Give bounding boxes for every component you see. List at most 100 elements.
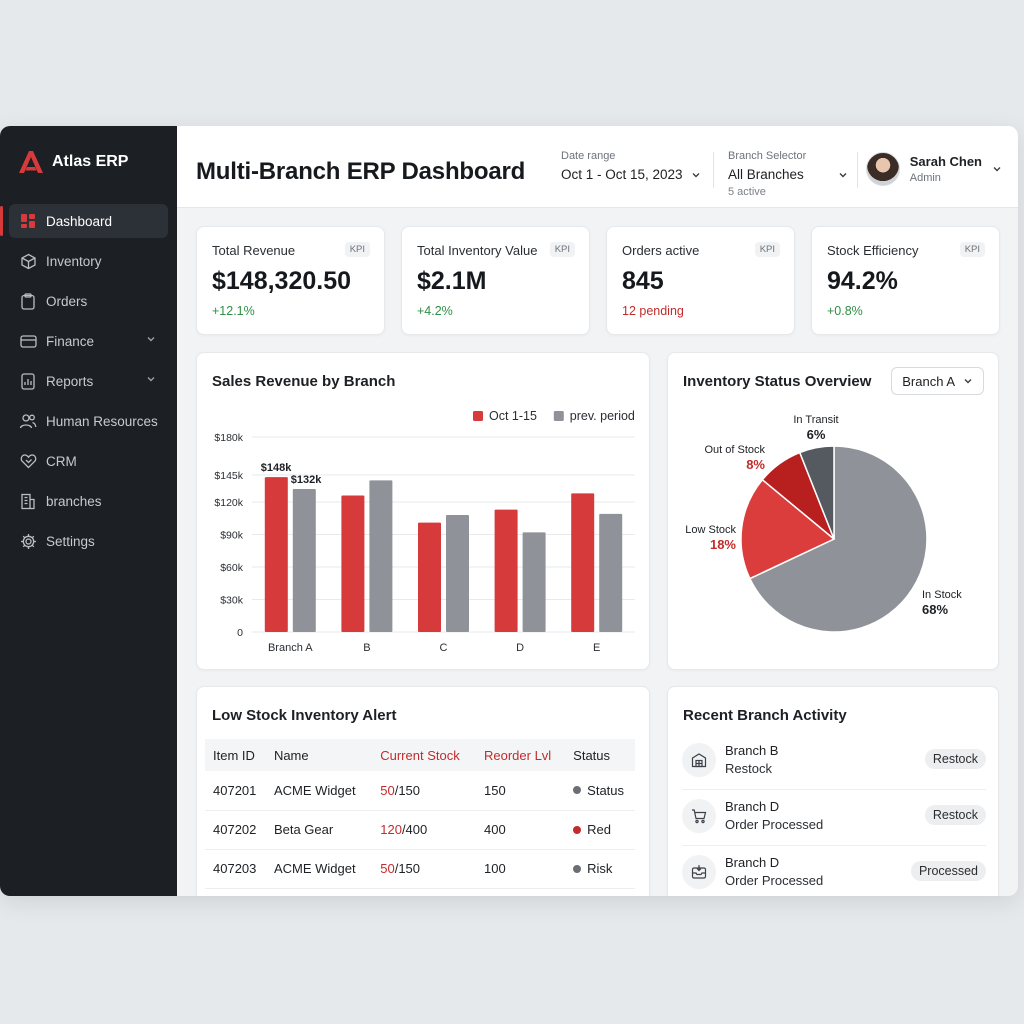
sidebar-item-reports[interactable]: Reports <box>9 364 168 398</box>
column-header-current-stock[interactable]: Current Stock <box>372 739 476 771</box>
card-title: Sales Revenue by Branch <box>212 373 396 390</box>
cell-status: Risk <box>565 849 635 889</box>
brand-name: Atlas ERP <box>52 153 129 170</box>
bar-current[interactable] <box>341 495 365 633</box>
pie-slice-in-stock[interactable] <box>748 445 928 633</box>
kpi-delta: +4.2% <box>417 304 453 318</box>
inventory-status-card: Inventory Status Overview Branch A In St… <box>667 352 999 670</box>
inbox-icon <box>682 855 716 889</box>
card-icon <box>19 332 37 350</box>
activity-action: Restock <box>725 761 772 776</box>
atlas-logo-icon <box>19 151 43 173</box>
kpi-card-total-revenue: Total Revenue KPI $148,320.50 +12.1% <box>196 226 385 335</box>
table-row[interactable]: 407202 Beta Gear 120/400 400 Red <box>205 810 635 850</box>
bar-previous[interactable] <box>446 515 469 632</box>
bar-previous[interactable] <box>522 532 546 632</box>
report-icon <box>19 372 37 390</box>
bar-current[interactable] <box>264 477 288 632</box>
cell-name: ACME Widget <box>265 849 373 889</box>
chart-legend: Oct 1-15 prev. period <box>473 409 635 423</box>
user-name: Sarah Chen <box>909 154 982 169</box>
activity-branch: Branch D <box>725 855 780 870</box>
sidebar-item-branches[interactable]: branches <box>9 484 168 518</box>
bar-current[interactable] <box>494 509 518 632</box>
date-range-value: Oct 1 - Oct 15, 2023 <box>561 167 683 182</box>
chevron-down-icon <box>964 379 972 384</box>
sidebar-item-dashboard[interactable]: Dashboard <box>0 204 168 238</box>
kpi-tag: KPI <box>754 242 780 257</box>
bar-previous[interactable] <box>292 489 316 632</box>
table-header-row: Item ID Name Current Stock Reorder Lvl S… <box>205 739 635 771</box>
sidebar-item-label: Dashboard <box>46 213 113 229</box>
x-tick-label: Branch A <box>268 642 313 654</box>
table-row[interactable]: 407201 ACME Widget 50/150 150 Status <box>205 771 635 811</box>
sales-revenue-card: Sales Revenue by Branch Oct 1-15 prev. pe… <box>196 352 650 670</box>
cell-reorder-level: 100 <box>475 849 566 889</box>
status-text: Status <box>587 782 625 798</box>
status-dot <box>573 864 582 873</box>
column-header-item-id[interactable]: Item ID <box>205 739 266 771</box>
y-tick-label: $60k <box>220 562 244 574</box>
kpi-tag: KPI <box>344 242 370 257</box>
table-row[interactable]: 407203 ACME Widget 50/150 100 Risk <box>205 849 635 889</box>
chevron-down-icon[interactable] <box>838 170 848 180</box>
people-icon <box>19 412 37 430</box>
x-tick-label: B <box>363 642 370 654</box>
kpi-card-stock-efficiency: Stock Efficiency KPI 94.2% +0.8% <box>811 226 1000 335</box>
sidebar-item-finance[interactable]: Finance <box>9 324 168 358</box>
branch-dropdown[interactable]: Branch A <box>891 367 984 395</box>
sidebar-item-label: Finance <box>46 333 95 349</box>
pie-slice-low-stock[interactable] <box>740 478 836 580</box>
user-menu[interactable]: Sarah Chen Admin <box>865 152 1002 186</box>
sidebar-item-crm[interactable]: CRM <box>9 444 168 478</box>
bar-previous[interactable] <box>369 480 393 632</box>
y-tick-label: $120k <box>214 497 243 509</box>
warehouse-icon <box>682 743 716 777</box>
activity-item[interactable]: Branch B Restock Restock <box>682 735 986 790</box>
sidebar-item-label: Orders <box>46 293 88 309</box>
card-title: Recent Branch Activity <box>683 707 847 724</box>
kpi-value: 845 <box>622 267 664 295</box>
branch-selector[interactable]: Branch Selector All Branches 5 active <box>728 150 848 198</box>
column-header-name[interactable]: Name <box>265 739 373 771</box>
bar-previous[interactable] <box>599 513 623 632</box>
page-title: Multi-Branch ERP Dashboard <box>196 158 526 185</box>
date-range-picker[interactable]: Date range Oct 1 - Oct 15, 2023 <box>561 150 701 182</box>
header-divider <box>713 152 714 188</box>
sidebar-item-inventory[interactable]: Inventory <box>9 244 168 278</box>
brand[interactable]: Atlas ERP <box>18 150 128 174</box>
chevron-down-icon[interactable] <box>691 170 701 180</box>
kpi-delta: 12 pending <box>622 304 684 318</box>
low-stock-table: Item ID Name Current Stock Reorder Lvl S… <box>205 739 635 889</box>
legend-label: prev. period <box>570 409 635 423</box>
sidebar-item-label: Settings <box>46 533 95 549</box>
kpi-tag: KPI <box>549 242 575 257</box>
status-dot <box>573 825 582 834</box>
stock-capacity: /150 <box>394 861 421 876</box>
pie-label: In Stock <box>922 589 962 601</box>
chevron-down-icon[interactable] <box>992 164 1002 174</box>
column-header-reorder-level[interactable]: Reorder Lvl <box>475 739 566 771</box>
chevron-down-icon[interactable] <box>146 374 156 384</box>
kpi-label: Total Revenue <box>212 243 296 258</box>
sidebar-item-orders[interactable]: Orders <box>9 284 168 318</box>
sidebar-item-label: Human Resources <box>46 413 158 429</box>
bar-current[interactable] <box>571 493 595 632</box>
sidebar-item-human-resources[interactable]: Human Resources <box>9 404 168 438</box>
activity-item[interactable]: Branch D Order Processed Processed <box>682 847 986 896</box>
bar-current[interactable] <box>418 522 441 632</box>
status-text: Red <box>587 822 612 837</box>
activity-item[interactable]: Branch D Order Processed Restock <box>682 791 986 846</box>
y-tick-label: 0 <box>237 627 243 639</box>
avatar[interactable] <box>865 152 900 186</box>
kpi-value: 94.2% <box>827 267 898 295</box>
column-header-status[interactable]: Status <box>565 739 635 771</box>
activity-action: Order Processed <box>725 817 824 832</box>
current-stock-value: 50 <box>380 861 395 876</box>
main-content: Multi-Branch ERP Dashboard Date range Oc… <box>177 126 1018 896</box>
app-window: Atlas ERP Dashboard Inventory Orders <box>0 126 1018 896</box>
chevron-down-icon[interactable] <box>146 334 156 344</box>
pie-slice-in-transit[interactable] <box>798 445 835 540</box>
sidebar-item-settings[interactable]: Settings <box>9 524 168 558</box>
